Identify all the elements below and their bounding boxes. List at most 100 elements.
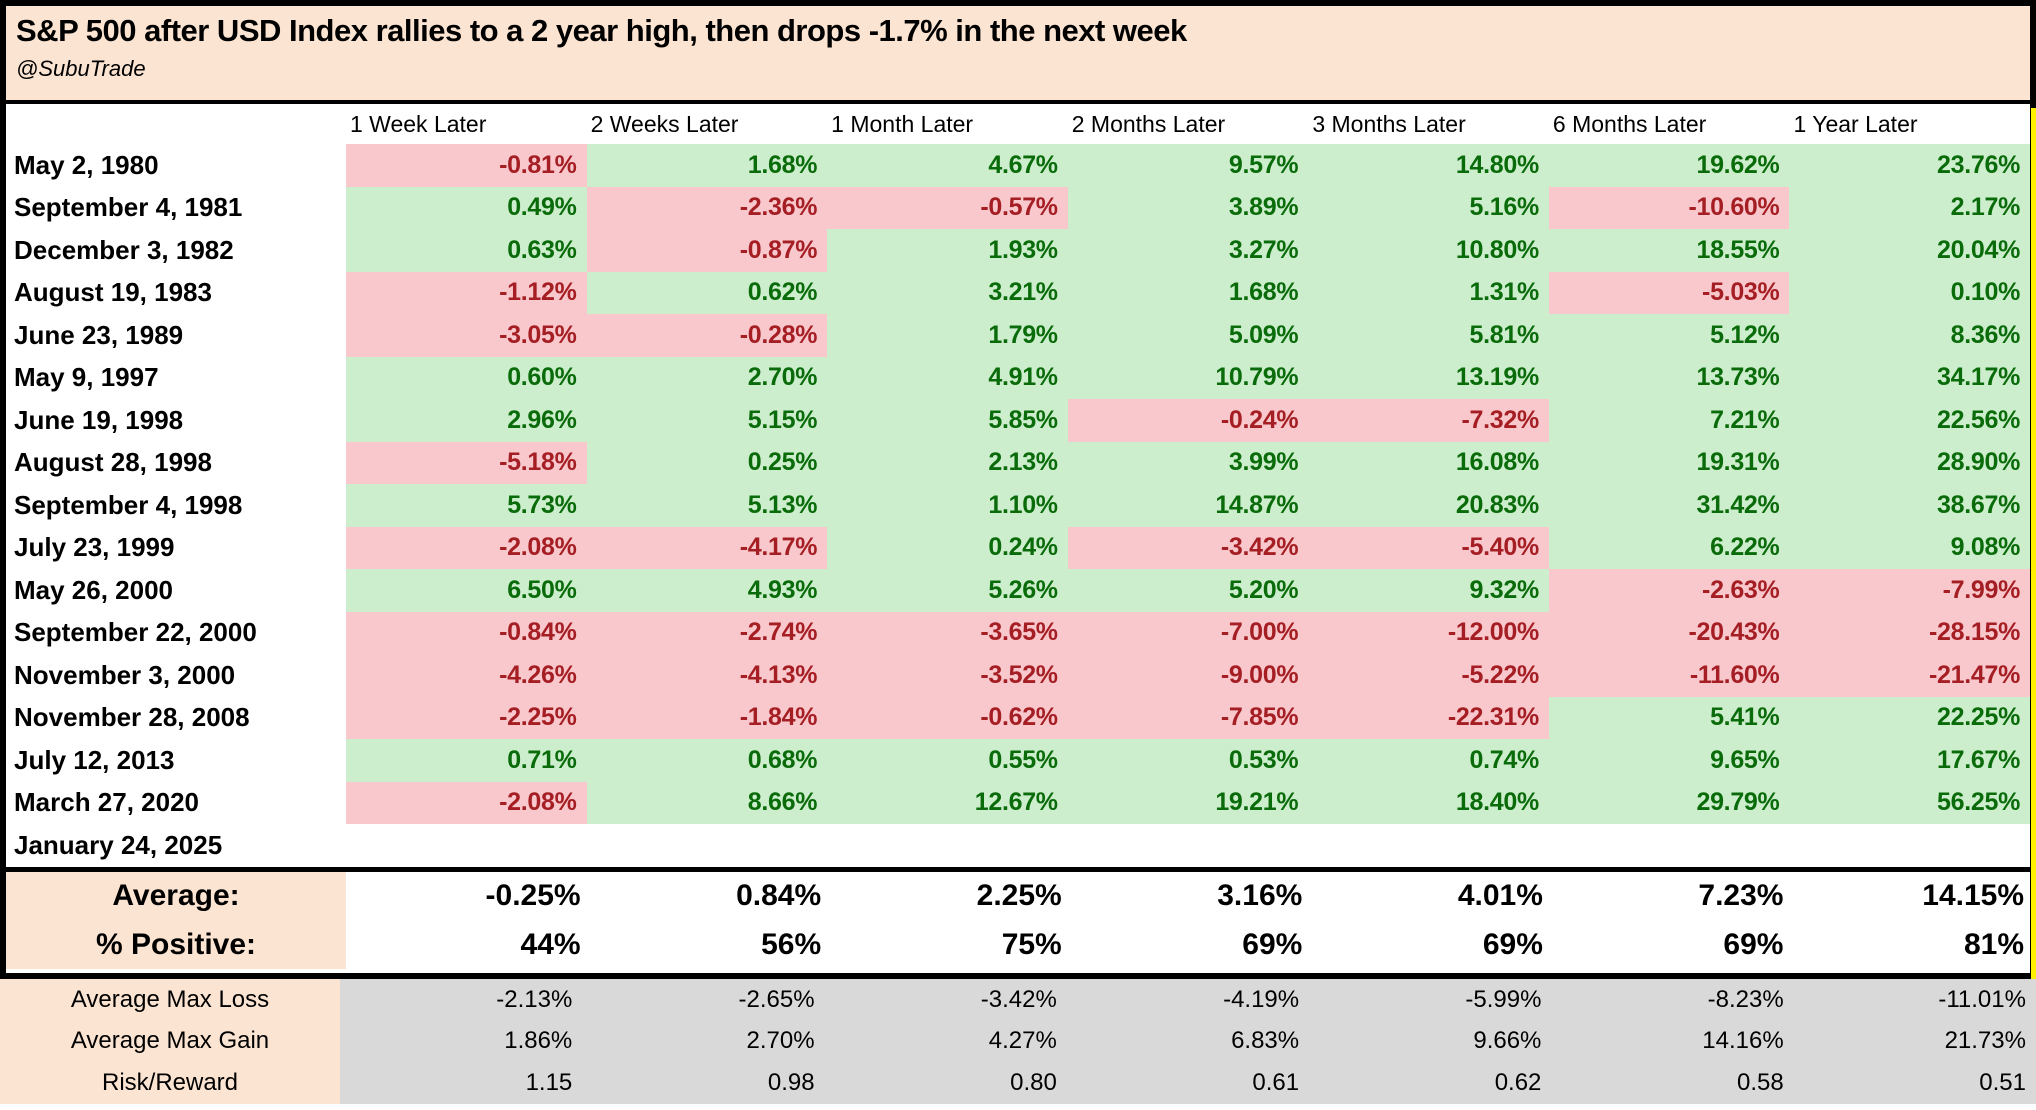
row-date: August 19, 1983 (6, 271, 346, 314)
stats-value: 0.98 (582, 1062, 825, 1104)
value-cell: 5.12% (1548, 314, 1790, 357)
stats-value: -2.65% (582, 979, 825, 1021)
stats-value: 0.80 (824, 1062, 1067, 1104)
stats-value: -5.99% (1309, 979, 1552, 1021)
stats-value: 14.16% (1551, 1020, 1794, 1062)
value-cell: 0.53% (1067, 739, 1309, 782)
value-cell: -0.87% (586, 229, 828, 272)
value-cell: 5.15% (586, 399, 828, 442)
summary-value: -0.25% (485, 879, 581, 912)
value-cell: -0.24% (1067, 399, 1309, 442)
table-row: July 12, 2013 0.71% 0.68% 0.55% 0.53% 0.74% 9.… (6, 739, 2031, 782)
value-cell: 2.96% (346, 399, 587, 442)
value-cell: 3.27% (1067, 229, 1309, 272)
value-cell: -11.60% (1548, 654, 1790, 697)
row-date: December 3, 1982 (6, 229, 346, 272)
value-cell: -0.81% (346, 144, 587, 187)
value-cell: 5.16% (1308, 186, 1549, 229)
stats-label: Risk/Reward (0, 1062, 340, 1104)
summary-value: 56% (761, 927, 822, 961)
value-cell: 16.08% (1308, 441, 1549, 484)
stats-value: -3.42% (824, 979, 1067, 1021)
value-cell: -28.15% (1789, 611, 2031, 654)
table-row: May 26, 2000 6.50% 4.93% 5.26% 5.20% 9.32% -2.… (6, 569, 2031, 612)
value-cell: -0.28% (586, 314, 828, 357)
stats-value: 0.58 (1551, 1062, 1794, 1104)
stats-value: 4.27% (824, 1020, 1067, 1062)
value-cell: -7.85% (1067, 696, 1309, 739)
value-cell: 5.85% (827, 399, 1068, 442)
value-cell: 38.67% (1789, 484, 2031, 527)
value-cell: 20.83% (1308, 484, 1549, 527)
table-row: May 9, 1997 0.60% 2.70% 4.91% 10.79% 13.19% 13… (6, 356, 2031, 399)
value-cell (1548, 824, 1790, 867)
value-cell: -0.84% (346, 611, 587, 654)
value-cell: 0.25% (586, 441, 828, 484)
value-cell: -0.62% (827, 696, 1068, 739)
row-date: March 27, 2020 (6, 781, 346, 824)
stats-value: 9.66% (1309, 1020, 1552, 1062)
value-cell: -20.43% (1548, 611, 1790, 654)
value-cell: 5.26% (827, 569, 1068, 612)
summary-value: 0.84% (736, 879, 822, 912)
value-cell: 20.04% (1789, 229, 2031, 272)
value-cell: 0.63% (346, 229, 587, 272)
value-cell: 1.31% (1308, 271, 1549, 314)
value-cell: -12.00% (1308, 611, 1549, 654)
value-cell: 1.68% (1067, 271, 1309, 314)
stats-value: 1.15 (340, 1062, 583, 1104)
stats-row: Average Max Loss -2.13% -2.65% -3.42% -4.19%… (0, 979, 2036, 1021)
value-cell: 0.10% (1789, 271, 2031, 314)
value-cell: 9.32% (1308, 569, 1549, 612)
row-date: June 19, 1998 (6, 399, 346, 442)
value-cell: 14.80% (1308, 144, 1549, 187)
value-cell: 5.81% (1308, 314, 1549, 357)
row-date: May 26, 2000 (6, 569, 346, 612)
value-cell: 18.40% (1308, 781, 1549, 824)
value-cell: 0.74% (1308, 739, 1549, 782)
value-cell: 19.21% (1067, 781, 1309, 824)
table-row: May 2, 1980 -0.81% 1.68% 4.67% 9.57% 14.80% 19… (6, 144, 2031, 187)
value-cell: 34.17% (1789, 356, 2031, 399)
table-row: September 4, 1981 0.49% -2.36% -0.57% 3.89% 5… (6, 186, 2031, 229)
value-cell: -1.12% (346, 271, 587, 314)
table-row: November 28, 2008 -2.25% -1.84% -0.62% -7.85… (6, 696, 2031, 739)
value-cell: 1.10% (827, 484, 1068, 527)
value-cell: 5.20% (1067, 569, 1309, 612)
summary-value: 7.23% (1698, 879, 1784, 912)
value-cell: -7.99% (1789, 569, 2031, 612)
value-cell: 13.73% (1548, 356, 1790, 399)
stats-value: 0.51 (1793, 1062, 2036, 1104)
page-title: S&P 500 after USD Index rallies to a 2 y… (16, 13, 1187, 48)
value-cell (1789, 824, 2031, 867)
column-header: 1 Year Later (1793, 110, 1918, 137)
value-cell: -0.57% (827, 186, 1068, 229)
summary-label: % Positive: (6, 920, 346, 969)
value-cell: 4.93% (586, 569, 828, 612)
summary-value: 2.25% (976, 879, 1062, 912)
table-row: June 19, 1998 2.96% 5.15% 5.85% -0.24% -7.32%… (6, 399, 2031, 442)
stats-label: Average Max Gain (0, 1020, 340, 1062)
value-cell: -3.65% (827, 611, 1068, 654)
column-header: 2 Weeks Later (590, 110, 739, 137)
value-cell: 14.87% (1067, 484, 1309, 527)
value-cell: -5.18% (346, 441, 587, 484)
row-date: November 3, 2000 (6, 654, 346, 697)
stats-value: 6.83% (1066, 1020, 1310, 1062)
value-cell: 0.49% (346, 186, 587, 229)
table-row: January 24, 2025 (6, 824, 2031, 867)
row-date: September 4, 1998 (6, 484, 346, 527)
value-cell: 0.24% (827, 526, 1068, 569)
summary-value: 4.01% (1457, 879, 1543, 912)
value-cell (1308, 824, 1549, 867)
performance-table: S&P 500 after USD Index rallies to a 2 y… (0, 0, 2036, 979)
value-cell: -2.25% (346, 696, 587, 739)
value-cell: -2.36% (586, 186, 828, 229)
stats-section: Average Max Loss -2.13% -2.65% -3.42% -4.19%… (0, 979, 2036, 1104)
value-cell: 17.67% (1789, 739, 2031, 782)
value-cell: 4.91% (827, 356, 1068, 399)
row-date: September 4, 1981 (6, 186, 346, 229)
value-cell: 0.68% (586, 739, 828, 782)
summary-value: 14.15% (1922, 879, 2025, 912)
